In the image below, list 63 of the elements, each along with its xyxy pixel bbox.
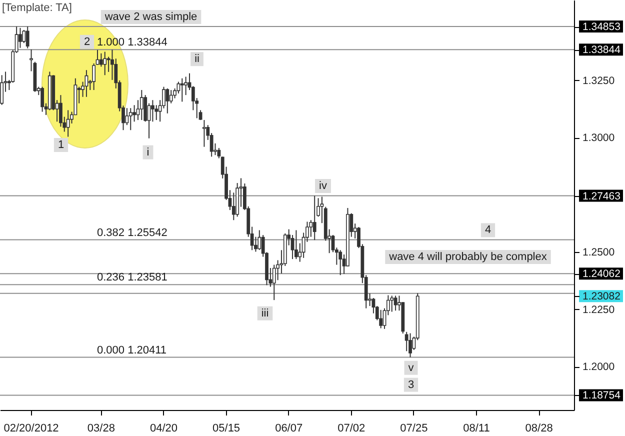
annotation: 4 [484,224,492,236]
candlestick [180,78,184,102]
y-tick-label: 1.2250 [582,304,615,316]
candlestick [379,309,383,329]
y-tick-label: 1.27463 [582,190,621,202]
candlestick [22,30,26,44]
annotation: wave 4 will probably be complex [388,251,548,263]
y-tick-label: 1.2500 [582,246,615,259]
y-tick-label: 1.3250 [582,74,615,87]
y-tick-label: 1.18754 [582,390,621,402]
annotation: 2 [84,36,90,48]
y-tick-label: 1.3000 [582,132,615,144]
annotation: iii [261,307,269,320]
candlestick [408,332,412,358]
ref-line-label: 0.236 1.23581 [97,272,168,284]
candlestick [132,104,136,122]
candlestick [59,94,62,128]
candlestick [103,51,107,76]
y-tick-label: 1.33844 [582,44,621,56]
ref-line-label: 0.000 1.20411 [97,344,167,356]
chart-title: [Template: TA] [2,2,72,14]
candlestick [128,108,132,131]
x-tick-label: 02/20/2012 [4,422,59,434]
y-tick-label: 1.2000 [582,361,615,374]
candlestick [294,230,298,260]
annotation: 3 [408,378,414,391]
candlestick [66,110,70,138]
candlestick [99,52,103,68]
candlestick [166,88,170,114]
candlestick [312,195,316,241]
annotation: 1 [58,138,64,151]
annotation: v [408,362,414,374]
candlestick [272,264,276,301]
candlestick [169,90,173,104]
y-tick-label: 1.24062 [582,268,621,280]
candlestick [18,27,22,48]
candlestick [151,100,154,122]
annotation: iv [319,180,328,192]
annotation: ii [194,53,200,66]
candlestick [40,86,44,112]
candlestick [394,295,398,312]
candlestick [0,74,4,106]
candlestick [26,26,30,49]
candlestick [125,108,129,126]
candlestick [140,90,144,121]
ref-line-label: 0.382 1.25542 [97,226,168,239]
x-tick-label: 03/28 [87,422,115,434]
candlestick [338,250,342,276]
x-tick-label: 08/28 [525,422,553,434]
x-tick-label: 07/25 [400,422,428,434]
candlestick [258,230,262,250]
x-tick-label: 05/15 [212,422,240,434]
x-tick-label: 04/20 [150,422,178,434]
y-tick-label: 1.23082 [582,290,621,303]
annotation: i [146,146,150,158]
y-tick-label: 1.34853 [582,21,621,33]
annotation: wave 2 was simple [104,11,198,23]
x-tick-label: 06/07 [275,422,303,434]
x-tick-label: 08/11 [463,422,490,434]
x-tick-label: 07/02 [338,422,366,434]
candlestick [390,295,394,312]
candlestick [92,62,96,91]
candlestick [202,120,206,148]
